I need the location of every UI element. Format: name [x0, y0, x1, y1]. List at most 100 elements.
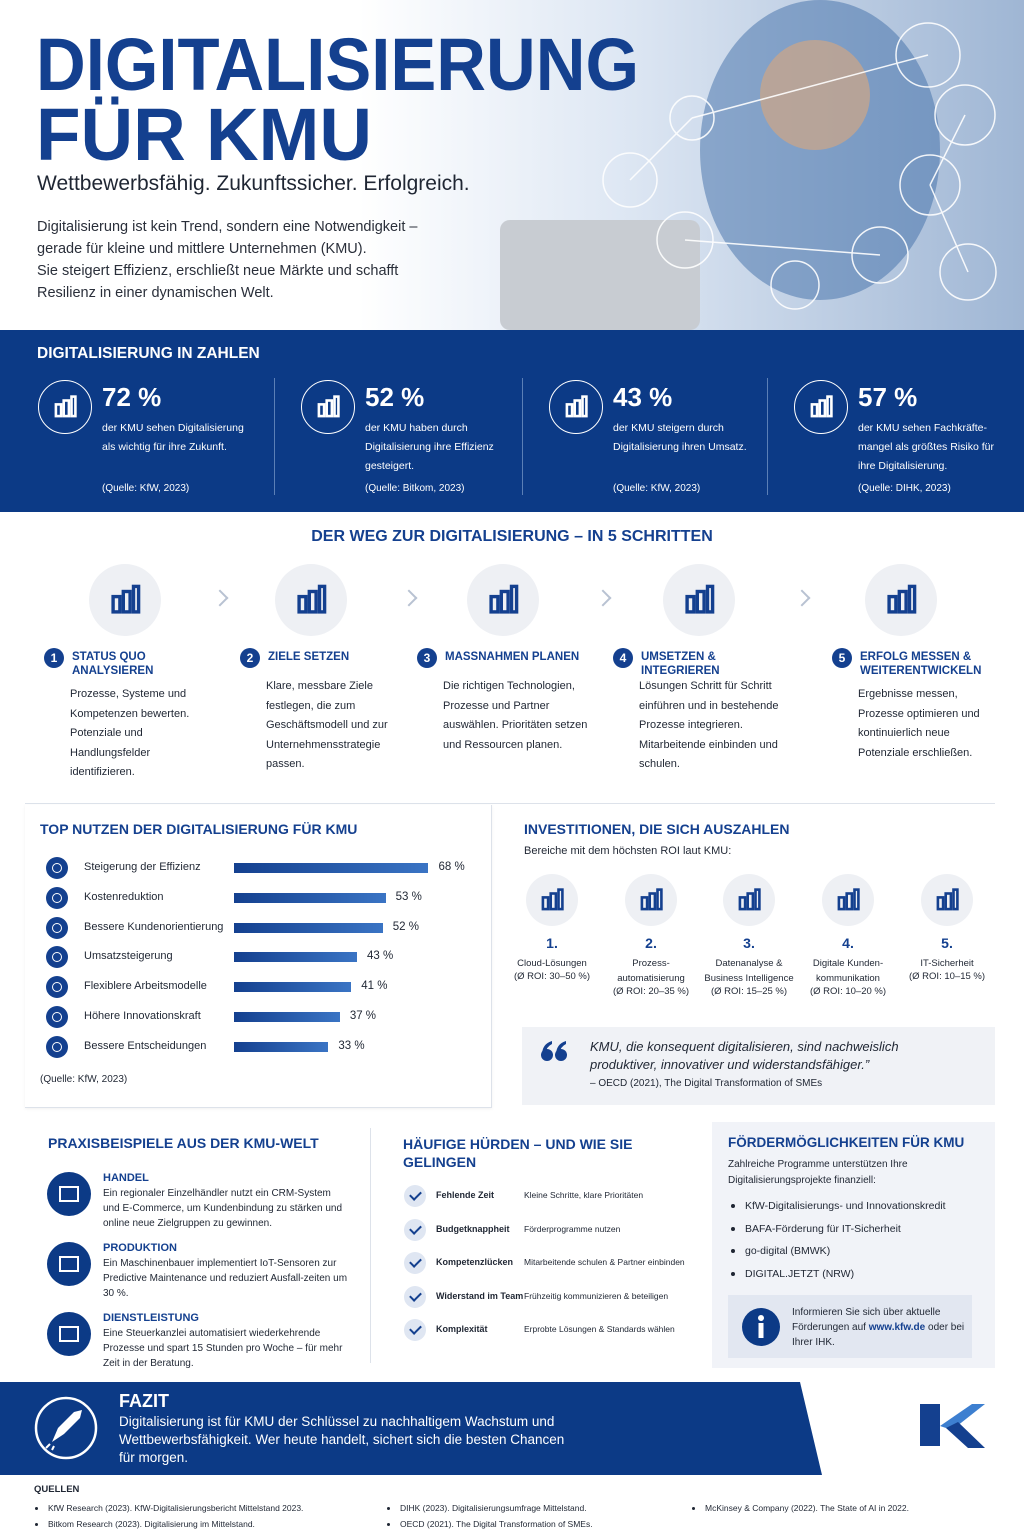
section-title: DIGITALISIERUNG IN ZAHLEN: [37, 345, 260, 362]
icon: [404, 1252, 426, 1275]
conclusion-title: FAZIT: [119, 1391, 169, 1411]
hurdle-solution: Förderprogramme nutzen: [524, 1223, 621, 1234]
rank: 1.: [546, 935, 558, 951]
icon: [47, 1312, 91, 1356]
step-heading: ERFOLG MESSEN & WEITERENTWICKELN: [860, 651, 982, 677]
hurdle-solution: Kleine Schritte, klare Prioritäten: [524, 1190, 644, 1200]
icon-glyph: [408, 1221, 422, 1235]
investment-name: Prozess-automatisierung: [617, 958, 685, 984]
icon: [404, 1319, 426, 1342]
rank: 2.: [645, 935, 657, 951]
section-title: TOP NUTZEN DER DIGITALISIERUNG FÜR KMU: [40, 821, 358, 837]
icon: [404, 1218, 426, 1241]
stat-source: (Quelle: KfW, 2023): [613, 483, 701, 494]
value-label: 43 %: [366, 950, 394, 963]
icon-glyph: [837, 888, 860, 911]
icon: [46, 857, 68, 879]
bullet: [692, 1507, 695, 1510]
subtitle: Wettbewerbsfähig. Zukunftssicher. Erfolg…: [37, 172, 470, 195]
icon-glyph: [565, 395, 588, 418]
example-text: Ein regionaler Einzelhändler nutzt ein C…: [103, 1188, 343, 1229]
step-text: Klare, messbare Ziele festlegen, die zum…: [266, 680, 388, 770]
bullet: [731, 1226, 735, 1231]
icon-glyph: [408, 1322, 422, 1336]
bar-label: Bessere Kundenorientierung: [84, 920, 224, 933]
icon: [822, 874, 874, 926]
bar: [234, 982, 352, 993]
subtitle: Bereiche mit dem höchsten ROI laut KMU:: [524, 845, 732, 857]
quote-mark: [541, 1041, 567, 1061]
funding-item: KfW-Digitalisierungs- und Innovationskre…: [745, 1200, 946, 1212]
step-heading: UMSETZEN & INTEGRIEREN: [641, 651, 720, 677]
funding-intro: Zahlreiche Programme unterstützen Ihre D…: [728, 1159, 908, 1186]
icon-glyph: [59, 1186, 79, 1202]
intro-line: Sie steigert Effizienz, erschließt neue …: [37, 263, 399, 279]
icon: [723, 874, 775, 926]
divider: [25, 803, 995, 804]
quote-attribution: – OECD (2021), The Digital Transformatio…: [590, 1078, 823, 1089]
info-before: Informieren Sie sich über aktuelle Förde…: [792, 1307, 941, 1333]
icon: [549, 380, 603, 434]
icon: [47, 1242, 91, 1286]
divider: [522, 378, 523, 495]
bullet: [387, 1523, 390, 1526]
icon-glyph: [111, 584, 141, 614]
info-icon: [742, 1308, 780, 1346]
benefits-panel: [25, 805, 492, 1108]
intro-line: gerade für kleine und mittlere Unternehm…: [37, 241, 367, 257]
icon: [404, 1185, 426, 1207]
bar-label: Flexiblere Arbeitsmodelle: [84, 980, 207, 993]
info-link[interactable]: www.kfw.de: [868, 1322, 926, 1333]
bullet: [731, 1249, 735, 1253]
stat-source: (Quelle: KfW, 2023): [102, 483, 190, 494]
step-number: 2: [240, 648, 260, 668]
icon: [794, 380, 848, 434]
bar-label: Bessere Entscheidungen: [84, 1039, 207, 1052]
bar: [234, 1012, 340, 1022]
hurdle-problem: Budgetknappheit: [436, 1223, 510, 1234]
bar: [234, 863, 429, 873]
bullet: [731, 1204, 735, 1208]
icon-glyph: [52, 1012, 62, 1022]
source-item: DIHK (2023). Digitalisierungsumfrage Mit…: [400, 1503, 587, 1513]
icon-glyph: [408, 1288, 422, 1302]
icon: [467, 564, 539, 636]
stat-value: 52 %: [365, 382, 425, 412]
icon-glyph: [59, 1326, 79, 1342]
funding-item: go-digital (BMWK): [745, 1245, 831, 1257]
icon-glyph: [52, 863, 62, 873]
section-title: PRAXISBEISPIELE AUS DER KMU-WELT: [48, 1135, 319, 1151]
step-text: Die richtigen Technologien, Prozesse und…: [443, 680, 588, 751]
stat-value: 72 %: [102, 382, 162, 412]
stat-source: (Quelle: DIHK, 2023): [858, 483, 951, 494]
source-item: Bitkom Research (2023). Digitalisierung …: [48, 1519, 255, 1529]
icon: [526, 874, 578, 926]
bar: [234, 1041, 329, 1052]
icon: [46, 916, 68, 939]
bar-label: Höhere Innovationskraft: [84, 1010, 201, 1022]
step-heading: MASSNAHMEN PLANEN: [445, 651, 580, 663]
example-heading: PRODUKTION: [103, 1242, 177, 1254]
icon-glyph: [297, 584, 327, 614]
icon: [38, 380, 92, 434]
investment-name: IT-Sicherheit: [920, 958, 974, 969]
hurdle-solution: Frühzeitig kommunizieren & beteiligen: [524, 1290, 669, 1301]
bullet: [731, 1271, 735, 1276]
bar-label: Steigerung der Effizienz: [84, 861, 201, 873]
icon-glyph: [317, 395, 340, 418]
divider: [274, 378, 275, 495]
icon-glyph: [541, 888, 564, 911]
icon-glyph: [489, 584, 519, 614]
conclusion-band: [0, 1382, 985, 1475]
icon: [46, 1035, 68, 1058]
value-label: 41 %: [361, 980, 388, 993]
bar-label: Kostenreduktion: [84, 890, 164, 903]
step-text: Lösungen Schritt für Schritt einführen u…: [639, 680, 779, 770]
example-heading: DIENSTLEISTUNG: [103, 1312, 199, 1324]
step-number: 4: [613, 648, 633, 668]
value-label: 37 %: [349, 1010, 377, 1022]
info-after: oder bei Ihrer IHK.: [792, 1322, 965, 1348]
section-title: HÄUFIGE HÜRDEN – UND WIE SIE GELINGEN: [403, 1136, 633, 1170]
stat-value: 43 %: [613, 382, 673, 412]
